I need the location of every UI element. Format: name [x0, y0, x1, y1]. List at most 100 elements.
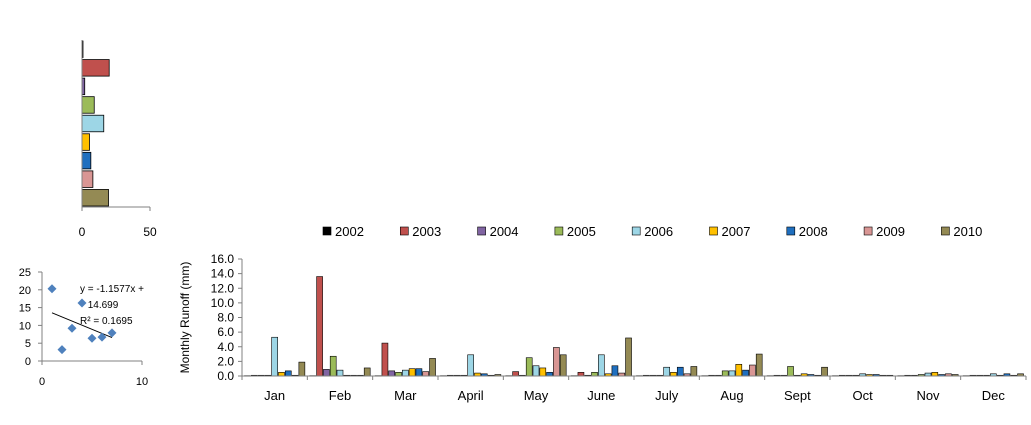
bar-June-2005 [591, 372, 598, 377]
bar-Mar-2003 [381, 342, 389, 377]
scatter-y-tick-label: 25 [19, 267, 31, 279]
legend-label-2002: 2002 [335, 224, 364, 239]
bar-Aug-2006 [728, 370, 736, 377]
bar-May-2003 [512, 371, 519, 377]
hbar-2010 [81, 189, 109, 207]
bar-Mar-2009 [422, 371, 430, 377]
x-tick-label: Jan [264, 388, 285, 403]
x-tick-label: May [524, 388, 549, 403]
bar-Feb-2010 [363, 367, 371, 377]
legend-swatch-2009 [863, 226, 873, 236]
bar-July-2010 [690, 366, 698, 377]
bar-June-2003 [577, 372, 585, 377]
bar-Aug-2009 [749, 364, 756, 377]
scatter-point [47, 284, 57, 294]
bar-Feb-2003 [316, 276, 323, 377]
legend-swatch-2006 [631, 226, 641, 236]
scatter-x-tick-label: 10 [136, 376, 148, 388]
legend-label-2008: 2008 [799, 224, 828, 239]
scatter-y-tick-label: 20 [19, 285, 31, 297]
bar-April-2006 [467, 354, 474, 377]
bar-Jan-2008 [284, 370, 292, 377]
bar-May-2007 [539, 367, 547, 377]
scatter-y-tick-label: 15 [19, 303, 31, 315]
y-tick-label: 2.0 [217, 354, 234, 368]
y-tick-label: 14.0 [211, 267, 235, 281]
x-tick-label: July [655, 388, 679, 403]
scatter-y-tick-label: 0 [25, 356, 31, 368]
y-axis-label: Monthly Runoff (mm) [178, 262, 192, 374]
bar-May-2008 [546, 372, 553, 377]
hbar-2003 [81, 59, 110, 77]
y-tick-label: 0.0 [217, 369, 234, 383]
bar-Mar-2005 [395, 372, 402, 377]
bar-May-2005 [525, 357, 533, 377]
legend-label-2007: 2007 [722, 224, 751, 239]
legend-label-2003: 2003 [412, 224, 441, 239]
legend-label-2005: 2005 [567, 224, 596, 239]
bar-Mar-2008 [415, 368, 423, 377]
scatter-point [57, 345, 67, 355]
bar-Jan-2006 [271, 336, 278, 377]
scatter-point [87, 333, 97, 343]
scatter-x-tick-label: 0 [39, 376, 45, 388]
bar-Aug-2005 [721, 370, 729, 377]
scatter-y-tick-label: 10 [19, 320, 31, 332]
hbar-x-tick-label: 50 [143, 225, 157, 239]
hbar-2006 [81, 114, 105, 133]
hbar-x-tick-label: 0 [79, 225, 86, 239]
bar-Sept-2010 [821, 366, 828, 377]
scatter-point [77, 298, 87, 308]
bar-Sept-2005 [787, 366, 794, 377]
bar-Nov-2007 [931, 372, 939, 377]
x-tick-label: April [458, 388, 484, 403]
bar-Mar-2007 [408, 368, 416, 377]
hbar-2009 [81, 170, 94, 188]
scatter-equation-label: y = -1.1577x + [80, 284, 144, 295]
bar-May-2010 [559, 354, 567, 377]
hbar-2007 [81, 133, 90, 151]
legend-label-2006: 2006 [644, 224, 673, 239]
x-tick-label: Mar [394, 388, 417, 403]
legend-label-2009: 2009 [876, 224, 905, 239]
legend-swatch-2003 [399, 226, 409, 236]
y-tick-label: 16.0 [211, 252, 235, 266]
bar-Feb-2004 [323, 369, 330, 377]
x-tick-label: Sept [784, 388, 811, 403]
legend-swatch-2002 [322, 226, 332, 236]
legend-label-2004: 2004 [490, 224, 519, 239]
bar-Mar-2004 [388, 370, 396, 377]
bar-June-2006 [598, 354, 605, 377]
x-tick-label: Oct [853, 388, 874, 403]
bar-May-2009 [553, 347, 560, 377]
legend-label-2010: 2010 [953, 224, 982, 239]
scatter-equation-label: R² = 0.1695 [80, 316, 133, 327]
bar-Feb-2005 [329, 355, 337, 377]
bar-Jan-2010 [298, 361, 306, 377]
hbar-2005 [81, 96, 95, 114]
legend-swatch-2005 [554, 226, 564, 236]
scatter-point [107, 328, 117, 338]
y-tick-label: 10.0 [211, 296, 235, 310]
monthly-runoff-chart: Jan Feb Mar April May June July Aug Sept Oct Nov De… [178, 252, 1027, 403]
y-tick-label: 12.0 [211, 281, 235, 295]
bar-May-2006 [532, 365, 540, 377]
bar-Jan-2007 [278, 372, 285, 377]
legend-swatch-2004 [477, 226, 486, 236]
x-tick-label: Dec [982, 388, 1006, 403]
bar-June-2008 [611, 365, 619, 377]
bar-Feb-2006 [336, 369, 344, 377]
bar-July-2006 [663, 366, 670, 377]
legend-swatch-2007 [709, 226, 718, 236]
bar-July-2008 [676, 366, 684, 377]
legend-swatch-2010 [941, 226, 950, 236]
bar-June-2010 [625, 337, 632, 377]
scatter-y-tick-label: 5 [25, 338, 31, 350]
horizontal-bar-chart: 0 50 [79, 40, 157, 239]
x-tick-label: Aug [720, 388, 743, 403]
hbar-2008 [81, 151, 92, 170]
y-tick-label: 8.0 [217, 311, 234, 325]
bar-Aug-2008 [742, 369, 749, 377]
legend: 2002 2003 2004 2005 2006 2007 2008 2009 2010 [322, 224, 982, 239]
